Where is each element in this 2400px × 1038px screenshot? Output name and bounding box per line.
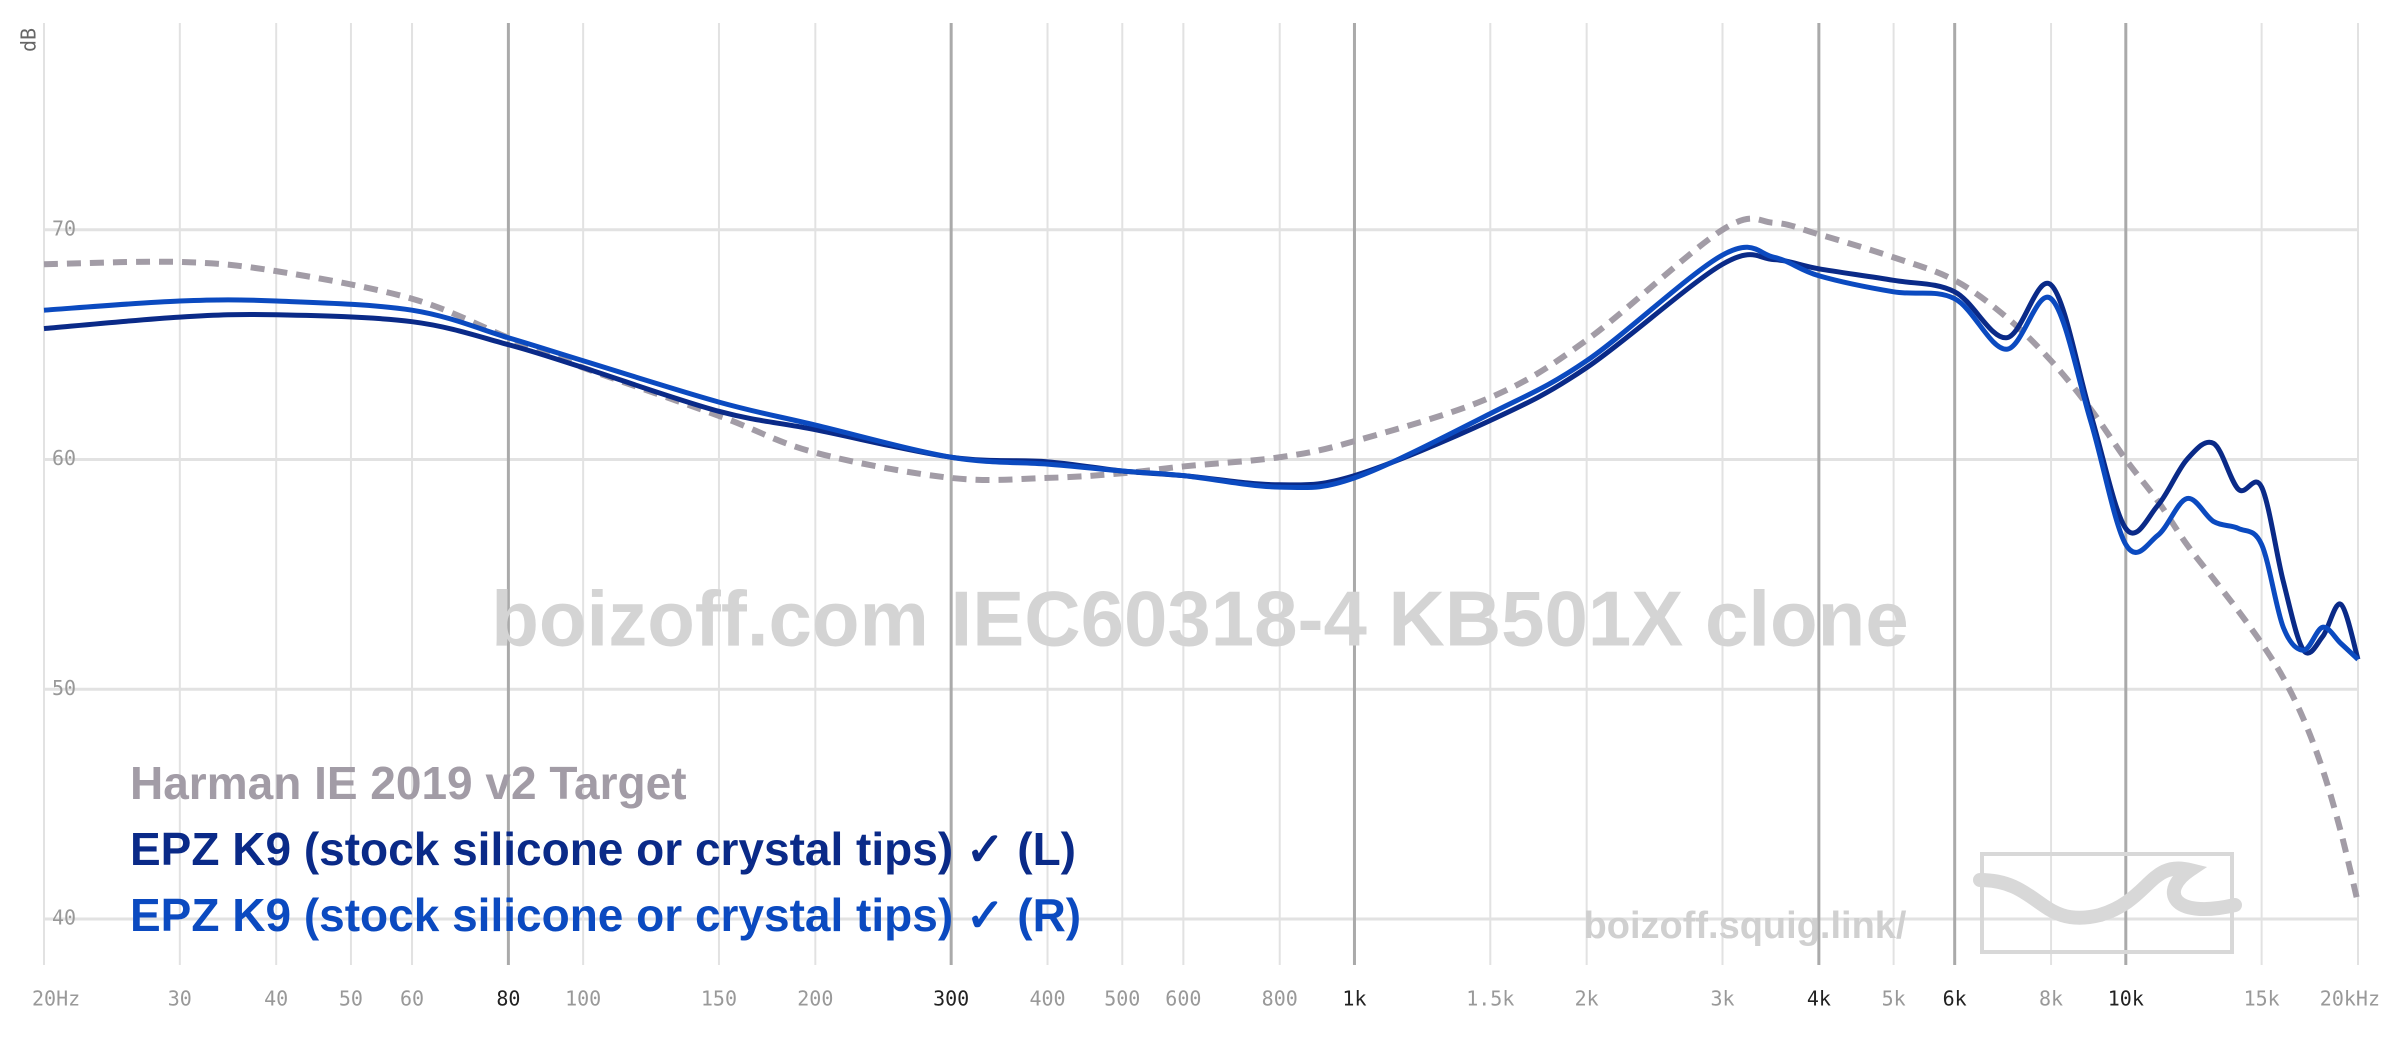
x-tick-label: 8k (2039, 987, 2063, 1011)
y-tick-label: 40 (52, 906, 76, 930)
y-tick-label: 60 (52, 446, 76, 470)
series-line (43, 244, 2360, 662)
x-tick-label: 6k (1943, 987, 1967, 1011)
legend-entry: Harman IE 2019 v2 Target (130, 757, 687, 809)
x-tick-label: 200 (797, 987, 833, 1011)
series-line (43, 252, 2361, 661)
x-tick-label: 2k (1575, 987, 1599, 1011)
x-tick-label: 5k (1882, 987, 1906, 1011)
site-label: boizoff.squig.link/ (1584, 905, 1907, 947)
grid (43, 23, 2359, 965)
x-tick-label: 20Hz (32, 987, 80, 1011)
x-tick-label: 500 (1104, 987, 1140, 1011)
x-tick-label: 80 (496, 987, 520, 1011)
x-tick-label: 10k (2108, 987, 2144, 1011)
x-tick-label: 600 (1165, 987, 1201, 1011)
y-tick-label: 50 (52, 676, 76, 700)
x-tick-label: 1k (1342, 987, 1366, 1011)
x-tick-label: 400 (1029, 987, 1065, 1011)
x-tick-label: 100 (565, 987, 601, 1011)
x-tick-label: 800 (1262, 987, 1298, 1011)
y-axis-label: dB (17, 28, 41, 52)
logo (1973, 852, 2242, 954)
y-tick-label: 70 (52, 216, 76, 240)
watermark: boizoff.com IEC60318-4 KB501X clone (491, 575, 1908, 663)
x-tick-label: 150 (701, 987, 737, 1011)
x-tick-label: 40 (264, 987, 288, 1011)
x-tick-label: 20kHz (2320, 987, 2380, 1011)
x-tick-label: 3k (1710, 987, 1734, 1011)
x-tick-label: 15k (2244, 987, 2280, 1011)
legend-entry: EPZ K9 (stock silicone or crystal tips) … (130, 889, 1081, 941)
x-tick-label: 50 (339, 987, 363, 1011)
x-tick-label: 300 (933, 987, 969, 1011)
x-tick-label: 4k (1807, 987, 1831, 1011)
x-tick-label: 30 (168, 987, 192, 1011)
legend-entry: EPZ K9 (stock silicone or crystal tips) … (130, 823, 1076, 875)
x-tick-label: 60 (400, 987, 424, 1011)
x-tick-label: 1.5k (1466, 987, 1514, 1011)
